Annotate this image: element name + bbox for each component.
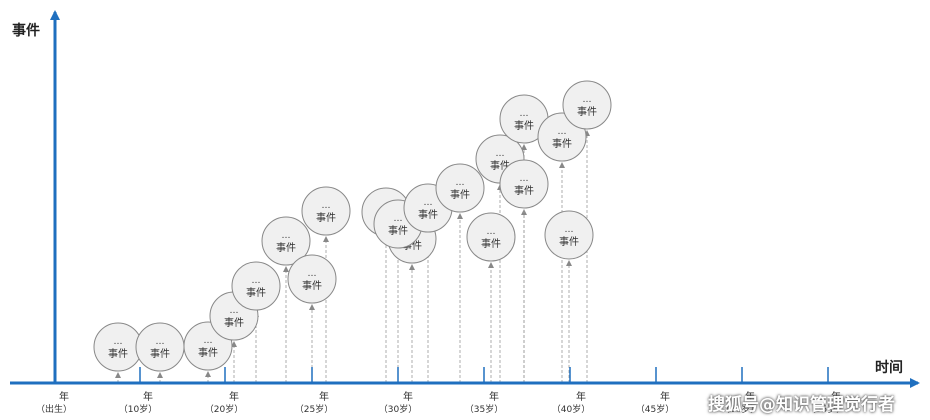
event-circle [562, 80, 612, 130]
event-label: 事件 [276, 241, 296, 254]
event-label: 事件 [198, 346, 218, 359]
event-ellipsis: … [496, 149, 505, 159]
event-circle [135, 322, 185, 372]
event-ellipsis: … [424, 198, 433, 208]
tick-year-label: 年 [660, 390, 670, 403]
event-bubbles: …事件…事件…事件…事件…事件…事件…事件…事件…事件…事件…事件…事件…事件…… [93, 80, 612, 372]
event-ellipsis: … [583, 95, 592, 105]
time-ticks: 年（出生）年（10岁）年（20岁）年（25岁）年（30岁）年（35岁）年（40岁… [36, 367, 845, 415]
event-circle [466, 212, 516, 262]
event-label: 事件 [316, 211, 336, 224]
tick-age-label: （20岁） [205, 403, 243, 415]
event-ellipsis: … [520, 174, 529, 184]
event-circle [287, 254, 337, 304]
event-circle [435, 163, 485, 213]
tick-age-label: （45岁） [636, 403, 674, 415]
y-axis-title: 事件 [12, 22, 40, 39]
event-ellipsis: … [565, 225, 574, 235]
event-ellipsis: … [252, 276, 261, 286]
tick-age-label: （55岁） [807, 403, 845, 415]
event-label: 事件 [150, 347, 170, 360]
tick-year-label: 年 [745, 390, 755, 403]
tick-year-label: 年 [143, 390, 153, 403]
event-circle [231, 261, 281, 311]
event-label: 事件 [514, 184, 534, 197]
event-label: 事件 [552, 137, 572, 150]
event-label: 事件 [302, 279, 322, 292]
event-bubble: …事件 [435, 163, 485, 213]
event-label: 事件 [577, 105, 597, 118]
event-bubble: …事件 [287, 254, 337, 304]
event-label: 事件 [481, 237, 501, 250]
event-ellipsis: … [204, 336, 213, 346]
event-bubble: …事件 [261, 216, 311, 266]
tick-age-label: （25岁） [295, 403, 333, 415]
tick-year-label: 年 [403, 390, 413, 403]
event-circle [301, 186, 351, 236]
tick-year-label: 年 [489, 390, 499, 403]
tick-year-label: 年 [229, 390, 239, 403]
event-ellipsis: … [156, 337, 165, 347]
event-bubble: …事件 [544, 210, 594, 260]
tick-age-label: （35岁） [465, 403, 503, 415]
event-bubble: …事件 [93, 322, 143, 372]
event-ellipsis: … [456, 178, 465, 188]
event-ellipsis: … [308, 269, 317, 279]
watermark-text: 搜狐号@知识管理觉行者 [708, 395, 895, 415]
tick-year-label: 年 [319, 390, 329, 403]
event-ellipsis: … [230, 306, 239, 316]
tick-age-label: （30岁） [379, 403, 417, 415]
event-label: 事件 [246, 286, 266, 299]
event-circle [499, 159, 549, 209]
event-bubble: …事件 [135, 322, 185, 372]
event-ellipsis: … [282, 231, 291, 241]
event-label: 事件 [559, 235, 579, 248]
x-axis-title: 时间 [875, 359, 903, 376]
event-label: 事件 [224, 316, 244, 329]
tick-age-label: （40岁） [552, 403, 590, 415]
tick-year-label: 年 [59, 390, 69, 403]
event-label: 事件 [450, 188, 470, 201]
event-label: 事件 [418, 208, 438, 221]
event-label: 事件 [108, 347, 128, 360]
event-circle [544, 210, 594, 260]
event-bubble: …事件 [562, 80, 612, 130]
tick-age-label: （50岁） [721, 403, 759, 415]
event-bubble: …事件 [301, 186, 351, 236]
tick-year-label: 年 [831, 390, 841, 403]
event-circle [93, 322, 143, 372]
event-ellipsis: … [322, 201, 331, 211]
event-label: 事件 [388, 224, 408, 237]
event-ellipsis: … [487, 227, 496, 237]
event-ellipsis: … [394, 214, 403, 224]
event-ellipsis: … [114, 337, 123, 347]
event-bubble: …事件 [466, 212, 516, 262]
event-circle [261, 216, 311, 266]
event-bubble: …事件 [231, 261, 281, 311]
event-bubble: …事件 [499, 94, 549, 144]
tick-age-label: （10岁） [119, 403, 157, 415]
tick-year-label: 年 [576, 390, 586, 403]
event-bubble: …事件 [499, 159, 549, 209]
event-ellipsis: … [558, 127, 567, 137]
event-label: 事件 [514, 119, 534, 132]
event-ellipsis: … [520, 109, 529, 119]
tick-age-label: （出生） [36, 403, 72, 415]
